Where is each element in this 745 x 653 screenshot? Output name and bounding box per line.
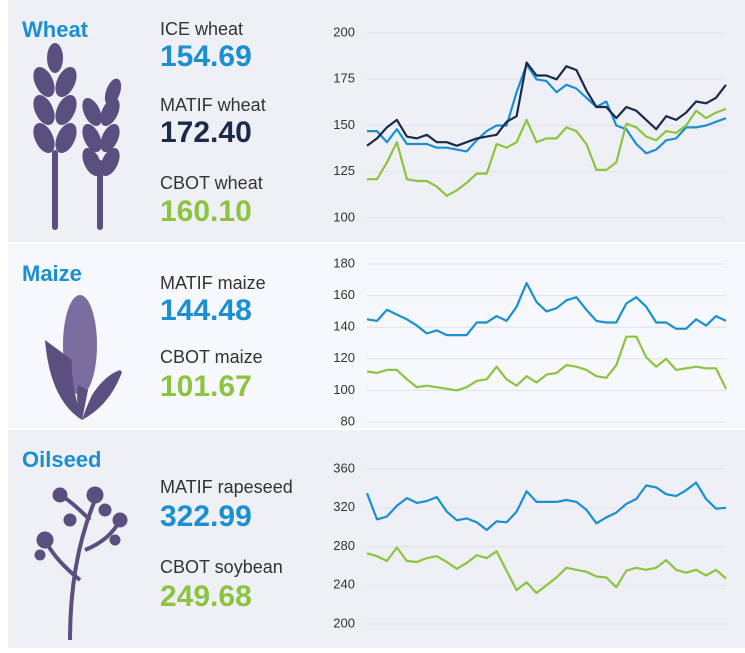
series-name: ICE wheat bbox=[160, 19, 243, 39]
series-name: CBOT wheat bbox=[160, 173, 263, 193]
page: {"chart_data":[ {"type":"line","title":"… bbox=[0, 0, 745, 648]
y-tick-label: 80 bbox=[341, 413, 355, 428]
series-name: MATIF wheat bbox=[160, 95, 266, 115]
series-latest: 322.99 bbox=[160, 500, 252, 533]
panel-title: Oilseed bbox=[22, 447, 101, 472]
dashboard: Wheat ICE wheat154.69 MATIF wheat172.40 CBO… bbox=[0, 0, 745, 648]
series-latest: 101.67 bbox=[160, 370, 252, 403]
series-latest: 249.68 bbox=[160, 580, 252, 613]
y-tick-label: 125 bbox=[333, 163, 355, 178]
series-name: CBOT soybean bbox=[160, 557, 283, 577]
y-tick-label: 100 bbox=[333, 382, 355, 397]
series-latest: 154.69 bbox=[160, 40, 252, 73]
y-tick-label: 150 bbox=[333, 117, 355, 132]
series-name: MATIF maize bbox=[160, 273, 266, 293]
y-tick-label: 100 bbox=[333, 209, 355, 224]
y-tick-label: 180 bbox=[333, 255, 355, 270]
panel-title: Wheat bbox=[22, 17, 89, 42]
y-tick-label: 200 bbox=[333, 24, 355, 39]
y-tick-label: 200 bbox=[333, 615, 355, 630]
series-latest: 172.40 bbox=[160, 116, 252, 149]
panel bbox=[8, 0, 745, 242]
y-tick-label: 160 bbox=[333, 287, 355, 302]
series-latest: 144.48 bbox=[160, 294, 252, 327]
y-tick-label: 280 bbox=[333, 538, 355, 553]
series-name: MATIF rapeseed bbox=[160, 477, 293, 497]
series-latest: 160.10 bbox=[160, 195, 252, 228]
y-tick-label: 140 bbox=[333, 319, 355, 334]
y-tick-label: 320 bbox=[333, 499, 355, 514]
y-tick-label: 360 bbox=[333, 460, 355, 475]
series-name: CBOT maize bbox=[160, 347, 263, 367]
y-tick-label: 240 bbox=[333, 577, 355, 592]
y-tick-label: 175 bbox=[333, 71, 355, 86]
panel-title: Maize bbox=[22, 261, 82, 286]
y-tick-label: 120 bbox=[333, 350, 355, 365]
